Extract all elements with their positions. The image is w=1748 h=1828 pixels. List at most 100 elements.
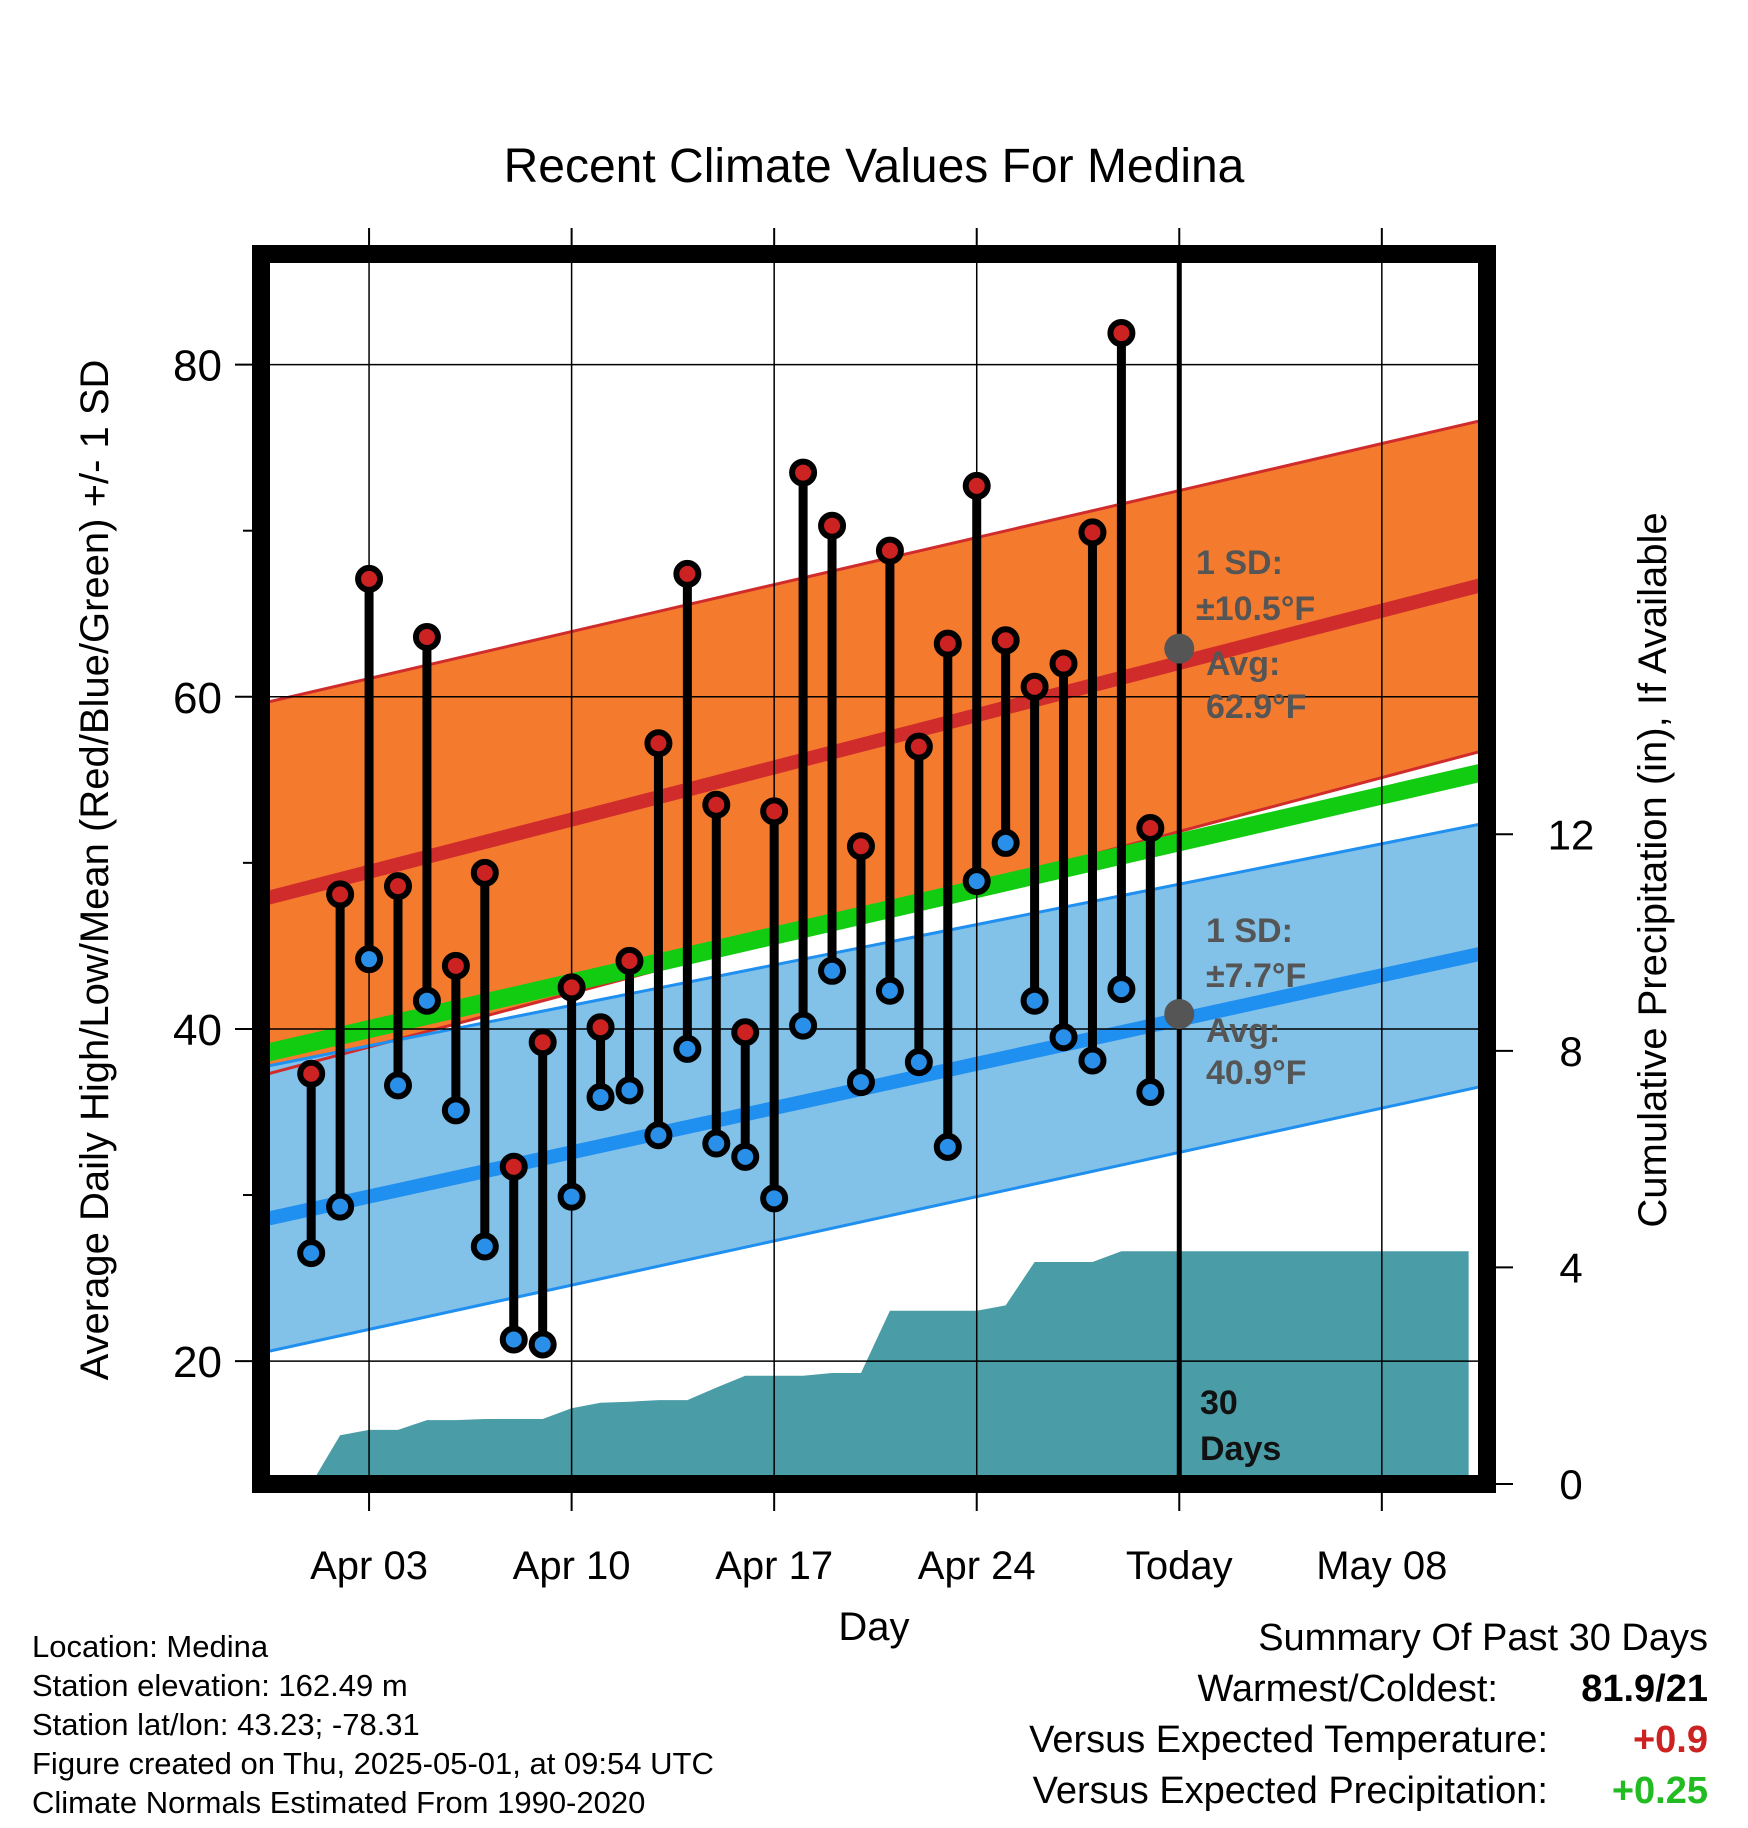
y2-axis-label: Cumulative Precipitation (in), If Availa… xyxy=(1631,512,1675,1227)
high-point xyxy=(1136,813,1165,842)
high-sd-upper-line xyxy=(262,417,1486,705)
normals-text: Climate Normals Estimated From 1990-2020 xyxy=(32,1785,646,1820)
low-point xyxy=(1107,975,1136,1004)
high-point xyxy=(528,1028,557,1057)
x-tick-label: Apr 03 xyxy=(310,1544,428,1588)
low-avg-marker xyxy=(1164,998,1195,1029)
y-axis-label: Average Daily High/Low/Mean (Red/Blue/Gr… xyxy=(73,360,117,1381)
high-point xyxy=(991,626,1020,655)
low-sd-label: 1 SD: xyxy=(1206,912,1293,950)
low-point xyxy=(528,1330,557,1359)
chart-title: Recent Climate Values For Medina xyxy=(504,140,1245,193)
y2-tick-label: 4 xyxy=(1559,1244,1582,1291)
high-point xyxy=(904,732,933,761)
y2-tick-label: 12 xyxy=(1548,811,1595,858)
high-point xyxy=(875,536,904,565)
warmest-value: 81.9/21 xyxy=(1581,1668,1708,1710)
high-point xyxy=(846,832,875,861)
low-point xyxy=(384,1071,412,1100)
grid-overlay xyxy=(262,255,1486,1484)
high-point xyxy=(731,1018,760,1047)
high-point xyxy=(297,1059,326,1088)
low-point xyxy=(557,1182,586,1211)
high-point xyxy=(760,797,789,826)
y-tick-label: 80 xyxy=(173,342,222,391)
temp-label: Versus Expected Temperature: xyxy=(1029,1719,1548,1761)
y-axis: 20 40 60 80 xyxy=(173,342,253,1387)
high-point xyxy=(586,1013,615,1042)
low-point xyxy=(355,945,384,974)
x-tick-label: Apr 17 xyxy=(715,1544,833,1588)
low-point xyxy=(586,1083,615,1112)
y2-tick-label: 0 xyxy=(1559,1461,1582,1508)
high-point xyxy=(355,564,384,593)
high-sd-label: 1 SD: xyxy=(1196,544,1283,582)
high-point xyxy=(789,458,818,487)
high-point xyxy=(1049,649,1078,678)
high-point xyxy=(615,946,644,975)
station-info: Location: Medina Station elevation: 162.… xyxy=(32,1627,714,1822)
latlon-text: Station lat/lon: 43.23; -78.31 xyxy=(32,1707,420,1742)
high-point xyxy=(441,951,470,980)
mean-normal-line xyxy=(262,762,1486,1063)
y2-axis: 0 4 8 12 xyxy=(1495,811,1594,1508)
location-text: Location: Medina xyxy=(32,1629,269,1664)
low-point xyxy=(875,976,904,1005)
low-point xyxy=(297,1239,326,1268)
low-point xyxy=(615,1076,644,1105)
low-point xyxy=(470,1232,499,1261)
low-sd-upper-line xyxy=(262,821,1486,1069)
low-point xyxy=(760,1184,789,1213)
low-point xyxy=(499,1325,528,1354)
y-tick-label: 20 xyxy=(173,1338,222,1387)
high-point xyxy=(1020,672,1049,701)
daily-markers xyxy=(297,319,1165,1359)
high-point xyxy=(818,511,847,540)
x-tick-label: May 08 xyxy=(1316,1544,1447,1588)
low-sd-value: ±7.7°F xyxy=(1206,957,1306,995)
low-point xyxy=(933,1132,962,1161)
x-tick-label: Apr 24 xyxy=(918,1544,1036,1588)
high-avg-value: 62.9°F xyxy=(1206,688,1307,726)
high-point xyxy=(326,880,355,909)
high-point xyxy=(1107,319,1136,348)
low-point xyxy=(818,956,847,985)
y2-tick-label: 8 xyxy=(1559,1028,1582,1075)
plot-frame xyxy=(252,245,1496,1493)
high-point xyxy=(933,629,962,658)
x-axis: Apr 03 Apr 10 Apr 17 Apr 24 Today May 08 xyxy=(310,228,1447,1588)
low-point xyxy=(904,1048,933,1077)
high-point xyxy=(499,1152,528,1181)
high-point xyxy=(557,973,586,1002)
low-point xyxy=(846,1068,875,1097)
low-point xyxy=(789,1011,818,1040)
low-point xyxy=(1020,986,1049,1015)
low-point xyxy=(962,867,991,896)
low-point xyxy=(326,1192,355,1221)
high-point xyxy=(1078,518,1107,547)
annotations: 1 SD: ±10.5°F Avg: 62.9°F 1 SD: ±7.7°F A… xyxy=(1196,544,1315,1468)
low-point xyxy=(412,986,441,1015)
y-tick-label: 40 xyxy=(173,1006,222,1055)
high-point xyxy=(644,729,673,758)
low-point xyxy=(644,1121,673,1150)
low-point xyxy=(731,1142,760,1171)
precipitation-area xyxy=(282,1251,1469,1484)
high-point xyxy=(384,872,412,901)
low-point xyxy=(1049,1023,1078,1052)
daily-bars xyxy=(306,333,1155,1345)
x-tick-label: Apr 10 xyxy=(513,1544,631,1588)
high-avg-label: Avg: xyxy=(1206,645,1280,683)
low-sd-lower-line xyxy=(262,1083,1486,1355)
high-point xyxy=(412,622,441,651)
precip-label: Versus Expected Precipitation: xyxy=(1032,1770,1548,1812)
low-point xyxy=(441,1096,470,1125)
high-point xyxy=(962,471,991,500)
high-avg-marker xyxy=(1164,633,1195,664)
x-tick-label: Today xyxy=(1126,1544,1233,1588)
days-word: Days xyxy=(1200,1430,1281,1468)
precip-value: +0.25 xyxy=(1611,1770,1708,1812)
y-tick-label: 60 xyxy=(173,674,222,723)
summary-panel: Summary Of Past 30 Days Warmest/Coldest:… xyxy=(808,1617,1708,1821)
